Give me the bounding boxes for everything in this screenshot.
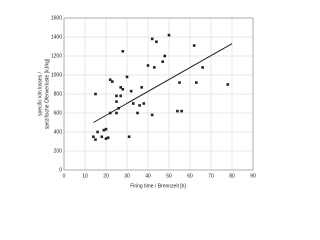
point (119, 94, 122, 98)
x-tick-label: 30 (124, 173, 130, 179)
point (195, 81, 198, 84)
point (94, 138, 97, 141)
point (121, 87, 125, 91)
point (129, 89, 133, 93)
y-tick-label: 800 (54, 91, 63, 97)
point (115, 94, 118, 98)
y-axis-label: specific kiln losses / (37, 71, 43, 116)
point (167, 33, 171, 37)
x-axis-label: Firing time / Brennzeit [h] (130, 183, 186, 189)
point (115, 111, 118, 115)
point (94, 92, 97, 96)
point (153, 66, 156, 69)
point (226, 83, 230, 86)
point (104, 127, 108, 131)
y-tick-label: 400 (54, 129, 63, 135)
point (121, 49, 125, 53)
point (111, 80, 114, 83)
point (146, 64, 150, 67)
point (138, 104, 141, 107)
point (96, 130, 99, 134)
point (125, 75, 129, 79)
x-tick-label: 60 (187, 173, 193, 179)
point (161, 60, 164, 63)
x-tick-label: 0 (63, 173, 66, 179)
y-tick-label: 0 (59, 167, 62, 173)
point (150, 113, 154, 117)
point (201, 66, 204, 69)
x-tick-label: 70 (208, 173, 214, 179)
point (108, 78, 112, 82)
point (136, 111, 139, 115)
x-tick-label: 90 (250, 173, 256, 179)
x-tick-label: 10 (82, 173, 88, 179)
point (155, 40, 158, 44)
trend-line (93, 43, 233, 123)
x-tick-label: 50 (166, 173, 172, 179)
point (192, 44, 196, 47)
chart: Firing time / Brennzeit [h] specific kil… (37, 15, 256, 189)
y-tick-label: 1600 (51, 15, 62, 21)
point (115, 100, 118, 103)
point (106, 136, 110, 139)
point (100, 135, 104, 139)
y-tick-label: 200 (54, 148, 63, 154)
y-tick-label: 600 (54, 110, 63, 116)
point (176, 109, 179, 113)
point (150, 37, 154, 41)
point (104, 137, 108, 140)
y-axis-label: spezifische Ofenverluste [kJ/kg] (44, 58, 50, 129)
point (180, 109, 183, 113)
y-tick-label: 1000 (51, 72, 62, 78)
x-tick-label: 80 (229, 173, 235, 179)
point (119, 86, 122, 89)
point (163, 54, 167, 58)
y-tick-label: 1200 (51, 53, 62, 59)
point (142, 102, 146, 105)
point (92, 135, 95, 139)
plot-frame (63, 17, 254, 171)
point (102, 128, 106, 132)
point (178, 81, 181, 84)
point (132, 102, 135, 105)
y-tick-label: 1400 (51, 34, 62, 40)
point (127, 135, 131, 139)
point (140, 86, 143, 89)
x-tick-label: 20 (103, 173, 109, 179)
x-tick-label: 40 (145, 173, 151, 179)
